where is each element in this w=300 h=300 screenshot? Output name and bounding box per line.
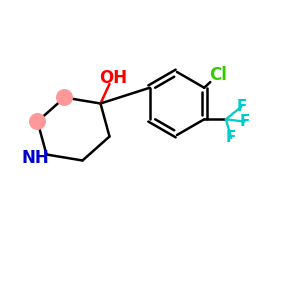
Text: OH: OH — [99, 69, 127, 87]
Text: NH: NH — [21, 149, 49, 167]
Text: F: F — [236, 99, 247, 114]
Circle shape — [57, 90, 72, 105]
Text: F: F — [226, 130, 236, 145]
Circle shape — [30, 114, 45, 129]
Text: F: F — [239, 114, 250, 129]
Text: Cl: Cl — [209, 66, 227, 84]
